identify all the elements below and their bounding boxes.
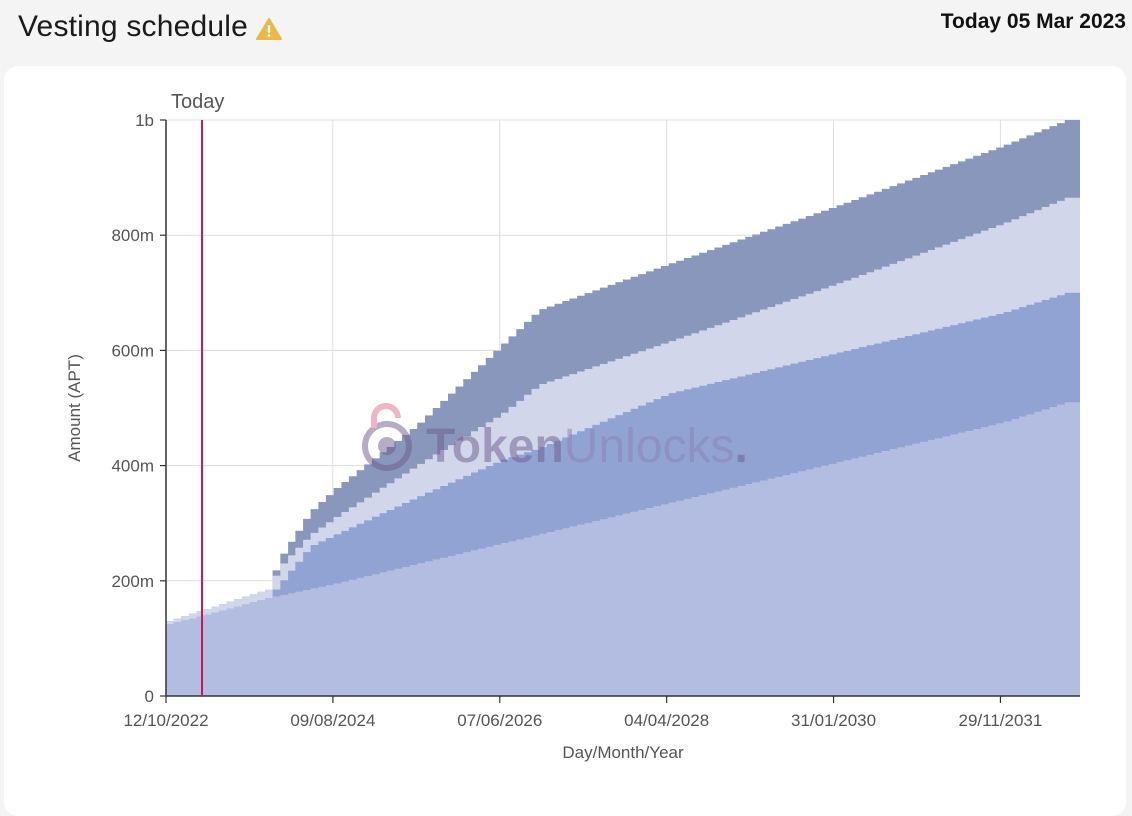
today-marker: Today (171, 91, 224, 696)
y-tick-label: 1b (135, 111, 154, 130)
chart-areas (166, 120, 1080, 696)
chart-axes (160, 119, 1080, 703)
y-tick-label: 800m (111, 226, 154, 245)
y-axis-title: Amount (APT) (65, 354, 84, 462)
y-tick-label: 600m (111, 341, 154, 360)
y-tick-label: 200m (111, 572, 154, 591)
area-series-1 (166, 402, 1080, 696)
watermark-dot: . (735, 420, 748, 473)
x-tick-label: 04/04/2028 (624, 711, 709, 730)
page-title-text: Vesting schedule (18, 10, 249, 43)
watermark-token: Token (426, 420, 564, 473)
token-unlocks-logo-icon (362, 403, 412, 471)
warning-icon[interactable] (256, 17, 283, 41)
watermark-unlocks: Unlocks (564, 420, 735, 473)
watermark-text: TokenUnlocks. (426, 420, 748, 473)
chart-card: TokenUnlocks. Today 0 200m 400m 600m 800m 1b 1… (4, 66, 1126, 816)
watermark: TokenUnlocks. (362, 403, 748, 473)
today-date: Today 05 Mar 2023 (940, 10, 1126, 33)
x-tick-label: 07/06/2026 (457, 711, 542, 730)
y-tick-label: 400m (111, 457, 154, 476)
vesting-chart: TokenUnlocks. Today 0 200m 400m 600m 800m 1b 1… (65, 91, 1080, 762)
x-tick-label: 09/08/2024 (290, 711, 375, 730)
x-tick-label: 31/01/2030 (791, 711, 876, 730)
page-title: Vesting schedule (18, 10, 283, 44)
y-tick-label: 0 (145, 687, 154, 706)
chart-labels: 0 200m 400m 600m 800m 1b 12/10/2022 09/08/2024 0… (65, 111, 1042, 762)
x-tick-label: 29/11/2031 (959, 711, 1043, 730)
x-axis-title: Day/Month/Year (562, 743, 684, 762)
today-label: Today (171, 91, 224, 113)
x-tick-label: 12/10/2022 (123, 711, 208, 730)
